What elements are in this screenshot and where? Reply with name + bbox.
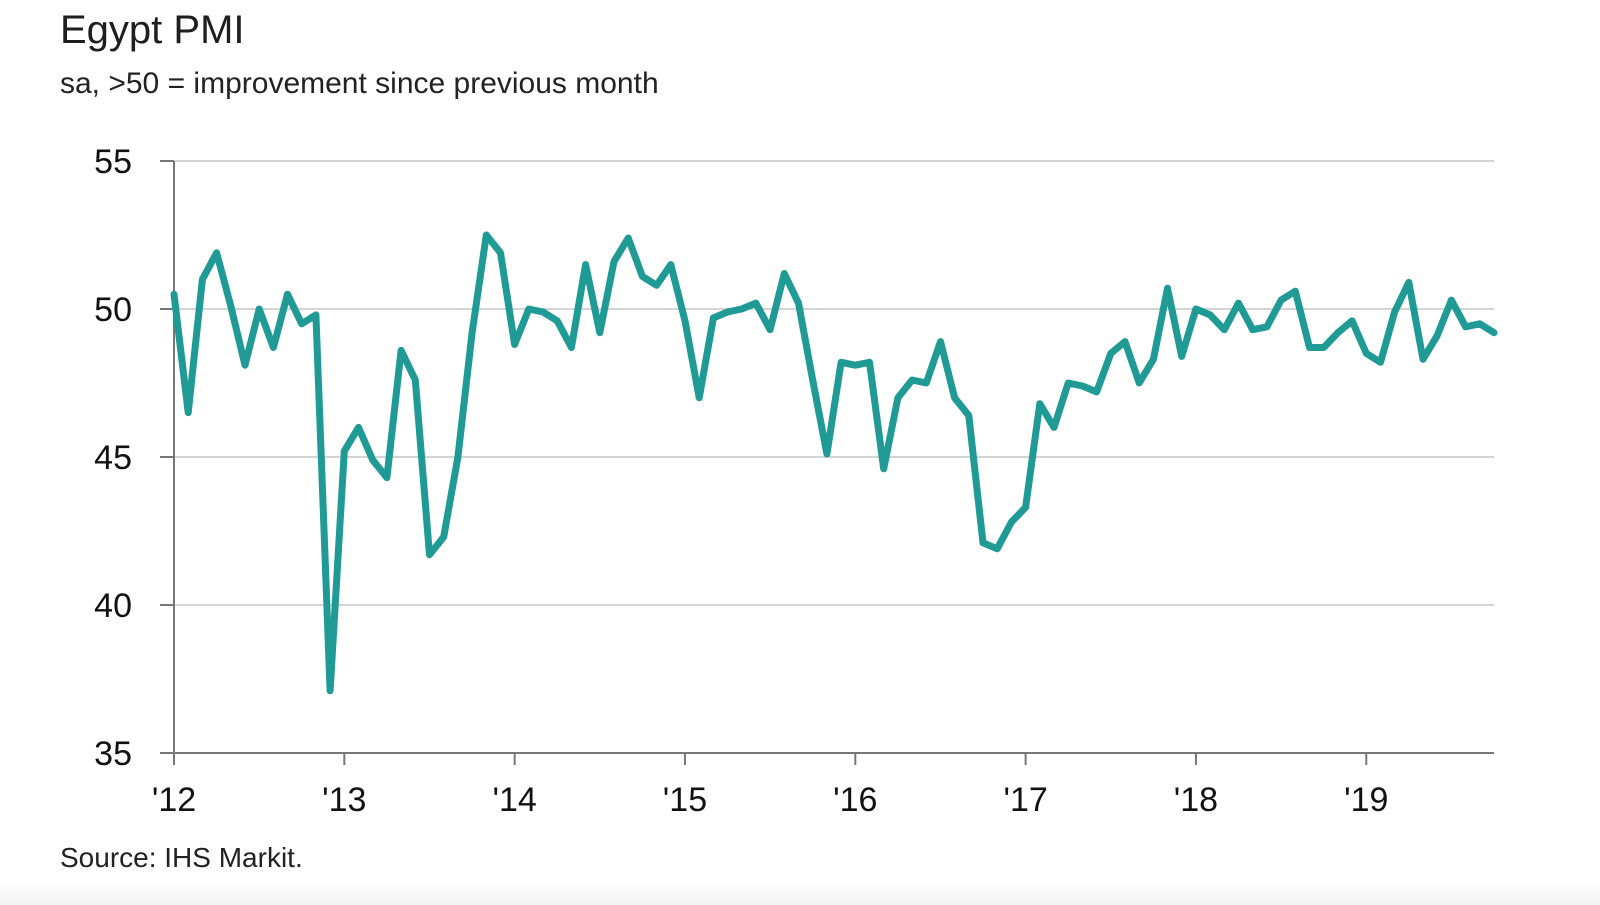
y-tick-label-45: 45 xyxy=(94,439,132,477)
x-tick-label-2: '14 xyxy=(492,781,536,819)
x-tick-label-0: '12 xyxy=(152,781,196,819)
x-tick-label-1: '13 xyxy=(322,781,366,819)
gridlines xyxy=(174,160,1494,606)
x-tick-label-7: '19 xyxy=(1344,781,1388,819)
x-tick-label-4: '16 xyxy=(833,781,877,819)
chart-subtitle: sa, >50 = improvement since previous mon… xyxy=(60,67,659,100)
y-tick-label-40: 40 xyxy=(94,587,132,625)
tick-labels: 35 40 45 50 55 '12 '13 '14 '15 '16 '17 '18 '19 xyxy=(94,143,1388,819)
bottom-fade xyxy=(0,880,1600,905)
y-tick-label-35: 35 xyxy=(94,735,132,773)
series-line-0 xyxy=(170,231,1498,695)
axes xyxy=(160,160,1494,765)
y-tick-label-50: 50 xyxy=(94,291,132,329)
y-tick-label-55: 55 xyxy=(94,143,132,181)
chart-source: Source: IHS Markit. xyxy=(60,842,303,873)
chart-title: Egypt PMI xyxy=(60,8,245,52)
series-layer xyxy=(170,231,1498,695)
x-tick-label-6: '18 xyxy=(1174,781,1218,819)
x-tick-label-3: '15 xyxy=(663,781,707,819)
x-tick-label-5: '17 xyxy=(1003,781,1047,819)
